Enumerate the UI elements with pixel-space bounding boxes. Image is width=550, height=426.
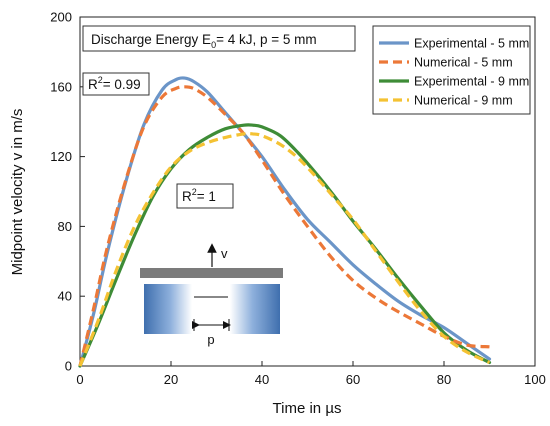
y-tick-label: 120: [50, 149, 72, 164]
r2-annotation-9mm: R2= 1: [176, 183, 234, 209]
y-tick-label: 200: [50, 10, 72, 25]
legend-label-experimental-5-mm: Experimental - 5 mm: [414, 37, 529, 51]
r2-text-5mm: R2= 0.99: [88, 75, 141, 92]
plot-area: [79, 16, 536, 367]
right-electrode: [230, 284, 280, 334]
axis-ticks: 0 20 40 60 80 100 0 40 80 120 160 200: [50, 10, 546, 388]
y-tick-label: 80: [58, 219, 72, 234]
x-axis-label: Time in µs: [273, 400, 342, 417]
x-tick-label: 60: [346, 372, 360, 387]
legend-label-numerical-9-mm: Numerical - 9 mm: [414, 94, 513, 108]
condition-annotation: Discharge Energy E0= 4 kJ, p = 5 mm: [82, 25, 356, 52]
velocity-label: v: [221, 246, 228, 261]
condition-text: Discharge Energy E0= 4 kJ, p = 5 mm: [91, 32, 317, 50]
legend-label-numerical-5-mm: Numerical - 5 mm: [414, 56, 513, 70]
x-tick-label: 40: [255, 372, 269, 387]
r2-text-9mm: R2= 1: [182, 187, 216, 204]
plate: [140, 268, 283, 278]
r2-annotation-5mm: R2= 0.99: [82, 72, 150, 96]
series-line-experimental-9-mm: [78, 123, 492, 368]
left-electrode: [144, 284, 192, 334]
y-axis-label: Midpoint velocity v in m/s: [9, 109, 26, 276]
condition-box: [82, 25, 356, 52]
series-line-numerical-9-mm: [78, 131, 491, 367]
legend-label-experimental-9-mm: Experimental - 9 mm: [414, 75, 529, 89]
r2-box-5mm: [82, 72, 150, 96]
series-lines: [78, 76, 492, 368]
r2-box-9mm: [176, 183, 234, 209]
y-tick-label: 0: [65, 359, 72, 374]
x-tick-label: 0: [76, 372, 83, 387]
x-tick-label: 20: [164, 372, 178, 387]
electrode-schematic: v p: [140, 243, 283, 347]
gap-label: p: [207, 332, 214, 347]
x-tick-label: 100: [524, 372, 546, 387]
y-tick-label: 40: [58, 289, 72, 304]
series-line-numerical-5-mm: [78, 85, 490, 367]
y-tick-label: 160: [50, 79, 72, 94]
legend: Experimental - 5 mm Numerical - 5 mm Exper…: [372, 25, 531, 115]
x-tick-label: 80: [437, 372, 451, 387]
